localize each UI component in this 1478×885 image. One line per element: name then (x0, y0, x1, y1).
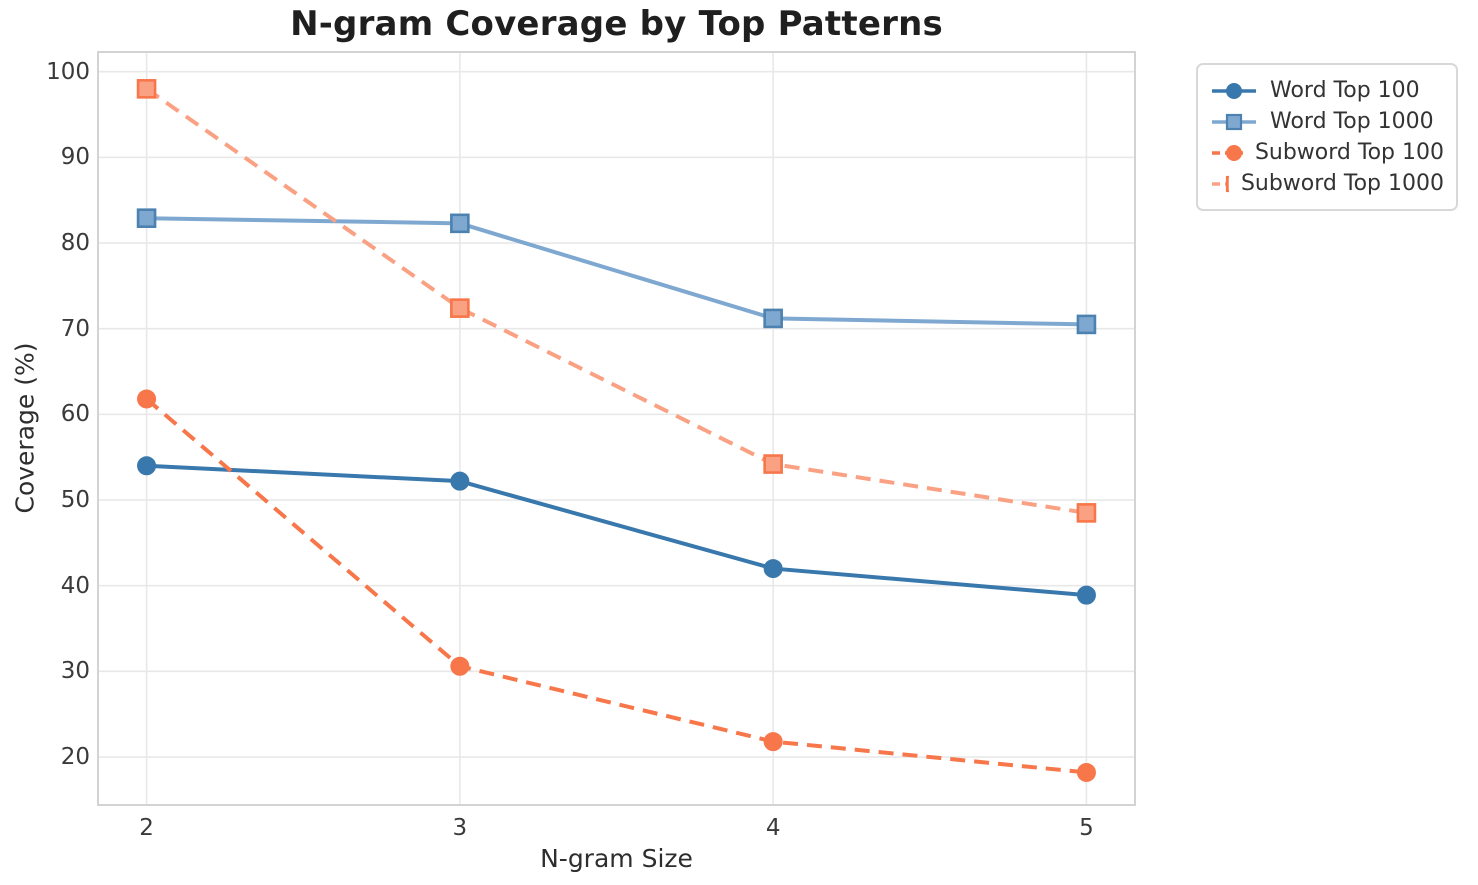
circle-marker (450, 656, 470, 676)
square-marker (450, 298, 470, 318)
legend-item: Word Top 100 (1210, 75, 1444, 106)
legend: Word Top 100 Word Top 1000 Subword Top 100… (1196, 63, 1458, 211)
legend-label: Word Top 1000 (1270, 109, 1434, 134)
circle-marker (137, 456, 157, 476)
legend-square-sample-icon (1212, 113, 1256, 130)
legend-label: Word Top 100 (1270, 78, 1420, 103)
series-line-word-top-100 (146, 463, 1087, 598)
series-line-subword-top-100 (145, 397, 1087, 775)
series-line-subword-top-1000 (145, 87, 1087, 515)
x-tick-label: 2 (139, 815, 154, 841)
x-tick-label: 5 (1079, 815, 1094, 841)
legend-item: Word Top 1000 (1210, 106, 1444, 137)
x-tick-label: 4 (765, 815, 781, 841)
y-tick-label: 30 (60, 658, 90, 685)
square-marker (763, 308, 783, 329)
square-marker (1076, 503, 1097, 523)
circle-marker (137, 389, 157, 409)
circle-marker (1076, 762, 1096, 782)
legend-label: Subword Top 100 (1254, 140, 1444, 165)
circle-marker (1076, 585, 1096, 605)
gridlines (98, 52, 1135, 805)
chart-title: N-gram Coverage by Top Patterns (290, 4, 943, 44)
legend-label: Subword Top 1000 (1240, 171, 1444, 196)
square-marker (1076, 314, 1097, 335)
square-marker (450, 213, 470, 234)
series-markers-subword-top-100 (137, 389, 1096, 782)
legend-item: Subword Top 100 (1210, 137, 1444, 168)
legend-item: Subword Top 1000 (1210, 168, 1444, 199)
legend-circle-sample-icon (1212, 144, 1243, 161)
y-tick-label: 90 (60, 144, 90, 171)
legend-square-sample-icon (1212, 175, 1229, 192)
series-markers-word-top-100 (137, 456, 1096, 605)
circle-marker (763, 559, 783, 579)
square-marker (763, 454, 783, 474)
x-tick-label: 3 (452, 815, 468, 841)
y-tick-label: 20 (60, 744, 90, 771)
square-marker (136, 208, 157, 228)
legend-circle-sample-icon (1212, 82, 1256, 99)
x-axis-label: N-gram Size (540, 844, 693, 873)
y-tick-label: 70 (60, 315, 90, 342)
circle-marker (763, 732, 783, 752)
series-markers-word-top-1000 (136, 208, 1097, 335)
series-line-word-top-1000 (146, 216, 1087, 327)
y-tick-label: 50 (60, 487, 90, 514)
circle-marker (450, 471, 470, 491)
y-tick-label: 40 (60, 572, 90, 599)
series-markers-subword-top-1000 (136, 79, 1097, 523)
y-tick-label: 80 (60, 230, 90, 257)
square-marker (136, 79, 157, 99)
y-tick-label: 60 (60, 401, 90, 428)
axes-frame (97, 51, 1136, 806)
y-tick-label: 100 (46, 58, 90, 85)
